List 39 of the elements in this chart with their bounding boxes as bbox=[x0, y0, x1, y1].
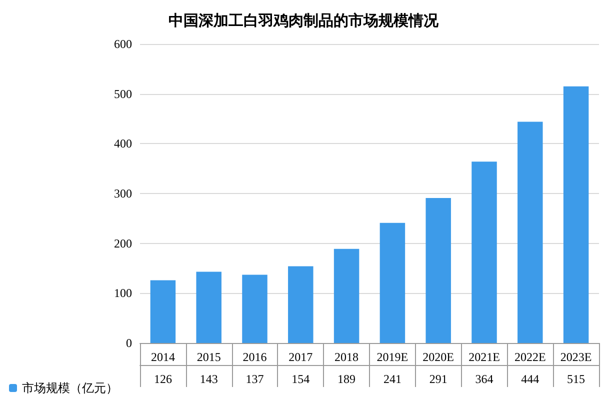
bar bbox=[288, 266, 314, 343]
x-tick-label: 2019E bbox=[376, 350, 408, 364]
y-tick-label: 500 bbox=[114, 86, 132, 101]
y-tick-label: 600 bbox=[114, 37, 132, 51]
bar bbox=[334, 248, 360, 343]
data-label: 241 bbox=[383, 372, 402, 386]
legend-label: 市场规模（亿元） bbox=[22, 381, 118, 395]
x-tick-label: 2023E bbox=[560, 350, 592, 364]
x-tick-label: 2016 bbox=[242, 350, 267, 364]
x-tick-label: 2014 bbox=[150, 350, 175, 364]
data-label: 515 bbox=[567, 372, 586, 386]
y-tick-label: 0 bbox=[126, 336, 132, 350]
x-tick-label: 2021E bbox=[468, 350, 500, 364]
data-label: 126 bbox=[154, 372, 172, 386]
y-tick-label: 200 bbox=[114, 236, 132, 250]
x-tick-label: 2018 bbox=[334, 350, 359, 364]
bar bbox=[150, 280, 176, 343]
data-label: 291 bbox=[429, 372, 448, 386]
bar bbox=[472, 162, 497, 343]
data-label: 137 bbox=[246, 372, 264, 386]
y-tick-label: 100 bbox=[114, 286, 132, 300]
bar bbox=[518, 122, 543, 343]
bar bbox=[563, 86, 589, 343]
x-tick-label: 2020E bbox=[422, 350, 454, 364]
x-tick-label: 2017 bbox=[288, 350, 313, 364]
data-label: 444 bbox=[521, 372, 540, 386]
x-tick-label: 2022E bbox=[514, 350, 546, 364]
y-tick-label: 300 bbox=[114, 186, 132, 200]
data-label: 364 bbox=[475, 372, 494, 386]
data-label: 154 bbox=[292, 372, 310, 386]
data-label: 189 bbox=[338, 372, 356, 386]
y-tick-label: 400 bbox=[114, 136, 132, 151]
data-label: 143 bbox=[200, 372, 218, 386]
x-tick-label: 2015 bbox=[196, 350, 221, 364]
bar bbox=[242, 274, 268, 343]
bar bbox=[426, 198, 451, 343]
bar bbox=[196, 272, 222, 343]
bar bbox=[380, 222, 406, 343]
chart-title: 中国深加工白羽鸡肉制品的市场规模情况 bbox=[168, 12, 440, 30]
